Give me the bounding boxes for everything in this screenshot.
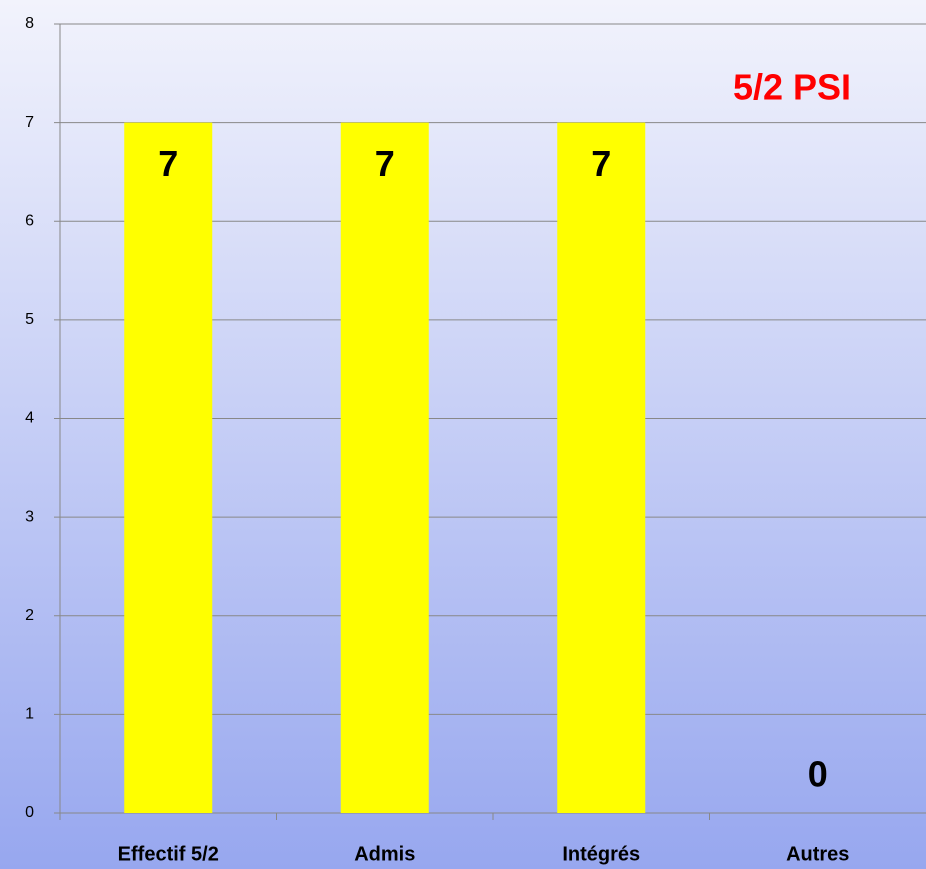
y-tick-label: 6 [25, 212, 34, 229]
x-tick-label: Autres [786, 843, 849, 865]
data-label: 0 [808, 754, 828, 795]
y-tick-label: 8 [25, 15, 34, 32]
bar [557, 122, 646, 813]
data-label: 7 [158, 143, 178, 184]
bar [340, 122, 429, 813]
y-tick-label: 3 [25, 508, 34, 525]
bar [124, 122, 213, 813]
y-tick-label: 0 [25, 804, 34, 821]
chart-title: 5/2 PSI [733, 67, 851, 108]
x-tick-label: Effectif 5/2 [118, 843, 219, 865]
data-label: 7 [591, 143, 611, 184]
y-tick-label: 5 [25, 311, 34, 328]
y-tick-label: 1 [25, 706, 34, 723]
y-tick-label: 4 [25, 410, 34, 427]
data-label: 7 [375, 143, 395, 184]
y-tick-label: 2 [25, 607, 34, 624]
x-tick-label: Admis [354, 843, 415, 865]
x-tick-label: Intégrés [562, 843, 640, 865]
y-tick-label: 7 [25, 114, 34, 131]
